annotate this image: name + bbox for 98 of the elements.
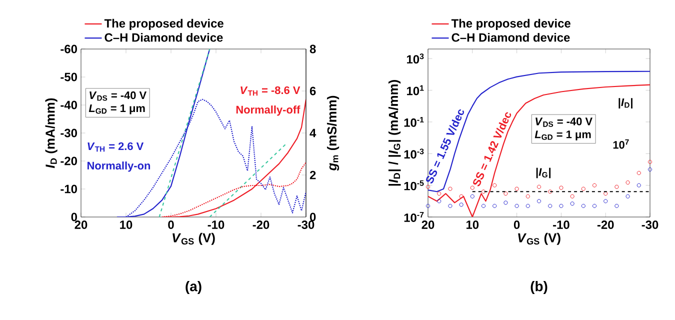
- point: [526, 204, 530, 208]
- y-tick-label: 10$^{-7}$: [404, 212, 424, 222]
- point: [548, 190, 552, 194]
- annotation: 10$^{7}$: [613, 139, 629, 149]
- point: [648, 160, 652, 164]
- x-tick-label: -30: [298, 220, 314, 230]
- point: [614, 204, 619, 208]
- point: [504, 192, 508, 196]
- x-tick-label: 0: [168, 220, 174, 229]
- x-tick-label: -10: [553, 220, 570, 229]
- y-tick-label: -20: [60, 156, 77, 166]
- y-tick-label: -40: [60, 100, 77, 110]
- annotation: SS = 1.55 V/dec: [426, 109, 464, 184]
- point: [559, 186, 564, 190]
- x-tick-label: 20: [74, 220, 88, 229]
- annotation: V$_{TH}$ = -8.6 V: [240, 86, 300, 96]
- annotation: |I$_{G}$|: [536, 168, 551, 178]
- y2-tick-label: 2: [310, 170, 316, 180]
- x-tick-label: 10: [466, 220, 479, 229]
- point: [648, 167, 652, 172]
- annotation: V$_{TH}$ = 2.6 V: [88, 142, 144, 152]
- point: [626, 194, 630, 198]
- point: [536, 184, 542, 189]
- x-tick-label: -20: [597, 220, 614, 229]
- point: [437, 199, 442, 204]
- point: [437, 192, 442, 196]
- point: [481, 204, 486, 208]
- point: [592, 183, 597, 188]
- point: [526, 194, 530, 198]
- x-tick-label: -10: [208, 220, 224, 229]
- y-tick-label: 10$^{-5}$: [404, 180, 424, 190]
- point: [426, 184, 430, 189]
- text: (a): [186, 281, 202, 294]
- point: [626, 180, 630, 185]
- x-tick-label: 20: [422, 220, 434, 229]
- line-series: [428, 84, 650, 217]
- point: [559, 204, 564, 208]
- y-axis-title: I$_{D}$ (mA/mm): [45, 98, 58, 168]
- y2-tick-label: 4: [310, 128, 316, 138]
- y-tick-label: 10$^{-1}$: [404, 116, 424, 127]
- x-axis-title: V$_{GS}$ (V): [172, 232, 215, 245]
- point: [470, 186, 474, 190]
- point: [636, 170, 641, 176]
- point: [514, 204, 519, 208]
- point: [581, 204, 586, 208]
- x-tick-label: -20: [252, 220, 270, 229]
- annotation: V$_{DS}$ = -40 V: [536, 118, 592, 127]
- annotation: Normally-on: [88, 162, 150, 172]
- y-tick-label: 10$^{1}$: [407, 85, 424, 96]
- x-tick-label: 0: [514, 220, 520, 229]
- line-series: [428, 70, 650, 192]
- y-tick-label: -60: [60, 44, 77, 54]
- point: [592, 204, 597, 208]
- point: [548, 204, 552, 208]
- y2-tick-label: 8: [310, 44, 316, 54]
- y2-axis-title: g$_{m}$ (mS/mm): [326, 96, 340, 171]
- y-axis-title: |I$_{D}$| / |I$_{G}$| (mA/mm): [388, 80, 401, 186]
- legend-label: The proposed device: [451, 18, 570, 30]
- x-axis-title: V$_{GS}$ (V): [518, 232, 560, 245]
- x-tick-label: -30: [642, 220, 658, 230]
- point: [481, 190, 486, 194]
- point: [614, 184, 619, 189]
- point: [636, 183, 641, 188]
- annotation: L$_{GD}$ = 1 μm: [534, 130, 591, 140]
- y-tick-label: 10$^{3}$: [407, 54, 424, 64]
- annotation: Normally-off: [236, 106, 300, 116]
- y-tick-label: -10: [60, 184, 77, 194]
- point: [470, 194, 474, 198]
- point: [570, 194, 574, 198]
- point: [570, 202, 574, 206]
- legend-label: The proposed device: [104, 18, 224, 30]
- point: [492, 183, 497, 188]
- point: [504, 200, 508, 205]
- point: [448, 186, 452, 191]
- point: [536, 199, 542, 204]
- legend-label: C–H Diamond device: [452, 32, 570, 42]
- point: [514, 186, 519, 191]
- point: [459, 194, 464, 198]
- annotation: L$_{GD}$ = 1 μm: [88, 104, 145, 114]
- point: [581, 186, 586, 191]
- point: [604, 199, 608, 204]
- y-tick-label: 10$^{-3}$: [404, 148, 424, 159]
- y-tick-label: -30: [60, 128, 77, 138]
- annotation: V$_{DS}$ = -40 V: [90, 91, 147, 101]
- legend-label: C–H Diamond device: [104, 32, 223, 42]
- y2-tick-label: 0: [310, 212, 316, 222]
- annotation: SS = 1.42 V/dec: [473, 112, 512, 186]
- y-tick-label: 0: [71, 212, 77, 222]
- point: [426, 204, 430, 208]
- annotation: |I$_{D}$|: [618, 98, 632, 108]
- y-tick-label: -50: [60, 72, 77, 82]
- point: [448, 204, 452, 208]
- x-tick-label: 10: [120, 220, 132, 229]
- y2-tick-label: 6: [310, 86, 316, 96]
- point: [604, 192, 608, 196]
- text: (b): [530, 281, 548, 294]
- point: [492, 204, 497, 208]
- point: [459, 202, 464, 207]
